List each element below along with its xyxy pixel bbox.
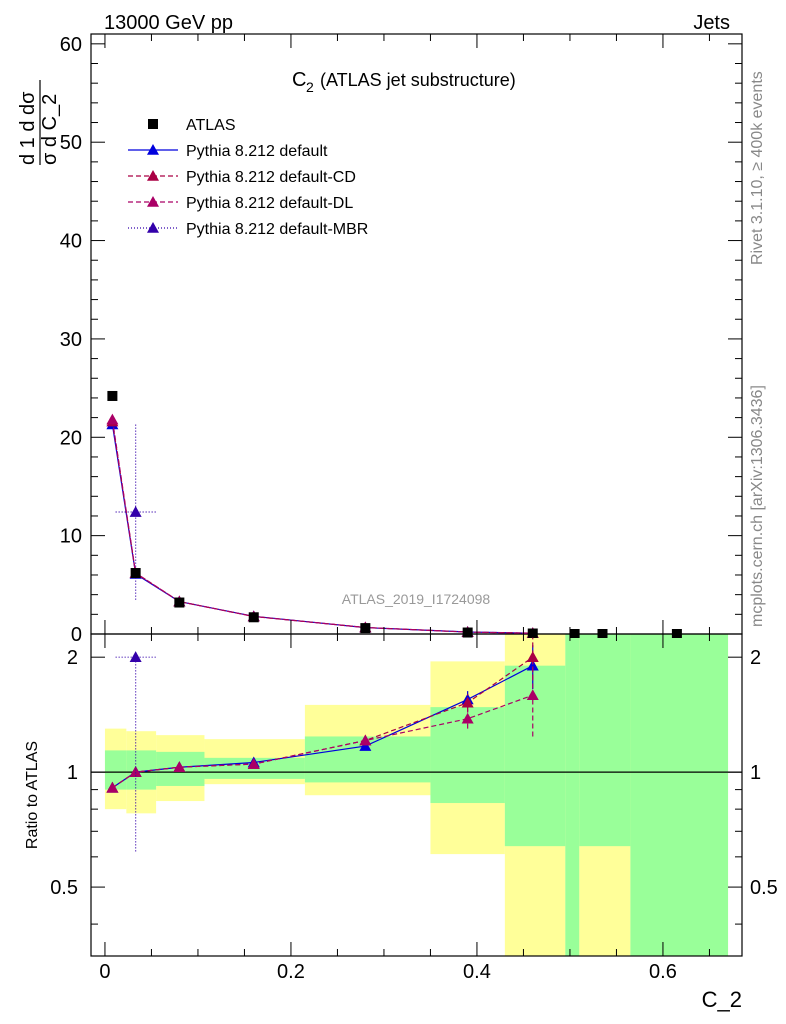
y-tick-label-top: 20 bbox=[60, 427, 82, 449]
ratio-marker-3 bbox=[129, 651, 142, 662]
green-band-8 bbox=[579, 634, 631, 847]
series-marker-2 bbox=[106, 413, 119, 425]
series-marker-3 bbox=[129, 506, 142, 517]
green-band-9 bbox=[630, 634, 729, 956]
data-point bbox=[597, 629, 608, 638]
y-label-numerator: d 1 d dσ bbox=[17, 91, 39, 165]
rivet-version-text: Rivet 3.1.10, ≥ 400k events bbox=[749, 71, 766, 265]
ratio-marker-2 bbox=[526, 689, 539, 701]
green-band-0 bbox=[104, 750, 127, 790]
legend-label-3: Pythia 8.212 default-MBR bbox=[186, 221, 368, 238]
y-tick-label-top: 60 bbox=[60, 34, 82, 56]
y-tick-label-top: 30 bbox=[60, 329, 82, 351]
x-tick-label: 0 bbox=[99, 961, 110, 983]
series-layer bbox=[106, 390, 682, 852]
ratio-marker-1 bbox=[461, 696, 474, 708]
y-tick-label-ratio-right: 0.5 bbox=[750, 877, 778, 899]
header-process: Jets bbox=[693, 12, 730, 34]
y-tick-label-top: 40 bbox=[60, 231, 82, 253]
y-tick-label-ratio-right: 1 bbox=[750, 762, 761, 784]
top-series bbox=[106, 390, 682, 638]
ratio-axis-label: Ratio to ATLAS bbox=[24, 741, 41, 849]
y-axis-label-top: d 1 d dσ σ d C_2 bbox=[17, 80, 61, 165]
ratio-marker-2 bbox=[106, 781, 119, 793]
ratio-marker-2 bbox=[247, 758, 260, 769]
legend-marker-1 bbox=[147, 170, 159, 181]
data-point bbox=[130, 568, 141, 579]
uncertainty-bands bbox=[91, 634, 742, 956]
plot-frames bbox=[90, 33, 743, 957]
y-tick-label-ratio-left: 0.5 bbox=[50, 877, 78, 899]
green-band-7 bbox=[565, 634, 580, 956]
x-tick-label: 0.6 bbox=[649, 961, 677, 983]
axis-ticks: 0 0.2 0.4 0.6 0 10 20 30 40 50 60 0.5 0.5 1 1 2 2 bbox=[50, 34, 778, 983]
y-tick-label-top: 10 bbox=[60, 526, 82, 548]
header-energy: 13000 GeV pp bbox=[104, 12, 233, 34]
data-point bbox=[671, 629, 682, 638]
ratio-marker-2 bbox=[173, 761, 186, 773]
legend-label-2: Pythia 8.212 default-DL bbox=[186, 195, 353, 212]
title-main: C bbox=[292, 69, 306, 91]
data-point bbox=[107, 390, 118, 401]
y-tick-label-top: 50 bbox=[60, 132, 82, 154]
legend-marker-2 bbox=[147, 196, 159, 207]
legend-marker-data bbox=[148, 119, 158, 129]
legend: ATLAS Pythia 8.212 default Pythia 8.212 de… bbox=[128, 117, 368, 238]
analysis-watermark: ATLAS_2019_I1724098 bbox=[342, 591, 491, 607]
ratio-panel-frame bbox=[90, 633, 743, 957]
data-point bbox=[527, 628, 538, 638]
y-tick-label-ratio-right: 2 bbox=[750, 647, 761, 669]
legend-label-data: ATLAS bbox=[186, 117, 236, 134]
plot-title: C 2 (ATLAS jet substructure) bbox=[292, 69, 516, 95]
ratio-marker-2 bbox=[359, 734, 372, 746]
y-label-rot: d 1 d dσ σ d C_2 bbox=[17, 80, 61, 165]
x-tick-label: 0.4 bbox=[463, 961, 491, 983]
ratio-series bbox=[106, 637, 539, 852]
legend-marker-0 bbox=[147, 144, 159, 155]
green-band-6 bbox=[504, 665, 566, 847]
y-label-denominator: σ d C_2 bbox=[39, 94, 61, 165]
x-tick-label: 0.2 bbox=[277, 961, 305, 983]
legend-marker-3 bbox=[147, 222, 159, 233]
data-point bbox=[174, 597, 185, 608]
x-axis-label: C_2 bbox=[702, 987, 742, 1012]
title-rest: (ATLAS jet substructure) bbox=[320, 70, 516, 90]
ratio-marker-0 bbox=[526, 659, 539, 671]
ratio-marker-2 bbox=[129, 766, 142, 777]
legend-label-0: Pythia 8.212 default bbox=[186, 143, 328, 160]
y-tick-label-ratio-left: 1 bbox=[67, 762, 78, 784]
legend-label-1: Pythia 8.212 default-CD bbox=[186, 169, 356, 186]
data-point bbox=[569, 629, 580, 638]
y-tick-label-top: 0 bbox=[71, 624, 82, 646]
ratio-marker-0 bbox=[359, 740, 372, 751]
ratio-marker-2 bbox=[461, 712, 474, 724]
ratio-marker-1 bbox=[526, 651, 539, 662]
mcplots-credit-text: mcplots.cern.ch [arXiv:1306.3436] bbox=[749, 385, 766, 627]
title-subscript: 2 bbox=[306, 79, 314, 95]
data-point bbox=[248, 612, 259, 623]
data-point bbox=[462, 627, 473, 638]
y-tick-label-ratio-left: 2 bbox=[67, 647, 78, 669]
data-point bbox=[360, 623, 371, 634]
